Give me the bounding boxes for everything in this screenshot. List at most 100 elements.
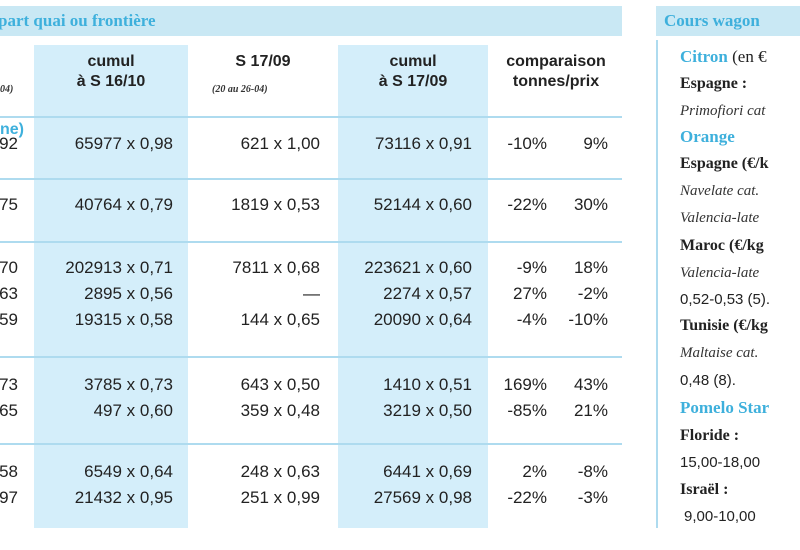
sidebar-tunisie-price: 0,48 (8). [680, 372, 736, 389]
column-2-sub: (20 au 26-04) [212, 84, 268, 95]
table-cell-c1: 2895 x 0,56 [84, 284, 173, 303]
sidebar-orange: Orange [680, 127, 735, 146]
table-cell-t: -22% [507, 488, 547, 507]
table-cell-c1: 202913 x 0,71 [65, 258, 173, 277]
table-cell-p: 21% [573, 401, 608, 420]
sidebar-tunisie: Tunisie (€/kg [680, 317, 768, 334]
column-1-header: cumul à S 16/10 [34, 52, 188, 92]
sidebar-header-title: Cours wagon [664, 11, 760, 30]
table-cell-c1: 40764 x 0,79 [74, 195, 173, 214]
table-cell-c1: 19315 x 0,58 [74, 310, 173, 329]
column-0-sub: 04) [0, 84, 14, 95]
row-divider [0, 443, 622, 445]
sidebar-header-bar: Cours wagon [656, 6, 800, 36]
table-cell-c3: 52144 x 0,60 [373, 195, 472, 214]
table-cell-c1: 65977 x 0,98 [74, 134, 173, 153]
table-cell-c2: 621 x 1,00 [240, 134, 320, 153]
sidebar-maltaise: Maltaise cat. [680, 345, 759, 361]
table-cell-c2: 643 x 0,50 [240, 375, 320, 394]
table-cell-t: -9% [516, 258, 547, 277]
column-4-line1: comparaison [506, 53, 606, 70]
row-divider [0, 178, 622, 180]
sidebar-floride: Floride : [680, 427, 740, 444]
table-cell-c0: 65 [0, 401, 18, 420]
sidebar-divider [656, 40, 658, 528]
table-cell-c3: 6441 x 0,69 [383, 462, 472, 481]
sidebar-citron: Citron (en € [680, 46, 767, 68]
table-cell-c2: 251 x 0,99 [240, 488, 320, 507]
sidebar-israel-price: 9,00-10,00 [684, 508, 756, 525]
table-cell-p: 43% [573, 375, 608, 394]
table-cell-p: 9% [583, 134, 608, 153]
table-cell-c0: 92 [0, 134, 18, 153]
column-4-header: comparaison tonnes/prix [492, 52, 620, 92]
sidebar-espagne-2: Espagne (€/k [680, 155, 769, 172]
sidebar-espagne-1: Espagne : [680, 75, 748, 92]
row-divider [0, 356, 622, 358]
cumul-column-band-1 [34, 45, 188, 528]
table-cell-c3: 1410 x 0,51 [383, 375, 472, 394]
table-cell-c2: 7811 x 0,68 [232, 258, 320, 277]
table-header-bar: part quai ou frontière [0, 6, 622, 36]
sidebar-navelate: Navelate cat. [680, 183, 760, 199]
row-divider [0, 241, 622, 243]
table-cell-c2: 359 x 0,48 [240, 401, 320, 420]
table-cell-t: 169% [503, 375, 547, 394]
table-cell-t: -4% [516, 310, 547, 329]
column-1-line2: à S 16/10 [76, 73, 146, 90]
table-cell-p: -10% [568, 310, 608, 329]
table-cell-t: 2% [522, 462, 547, 481]
table-cell-c0: 59 [0, 310, 18, 329]
table-cell-c1: 21432 x 0,95 [74, 488, 173, 507]
table-cell-p: -8% [577, 462, 608, 481]
column-3-line2: à S 17/09 [378, 73, 448, 90]
sidebar-valencia-1: Valencia-late [680, 210, 760, 226]
sidebar-floride-price: 15,00-18,00 [680, 454, 761, 471]
sidebar-pomelo: Pomelo Star [680, 398, 770, 417]
table-cell-c0: 70 [0, 258, 18, 277]
sidebar-valencia-2: Valencia-late [680, 265, 760, 281]
table-cell-c0: 58 [0, 462, 18, 481]
citron-label: Citron [680, 47, 728, 66]
column-3-header: cumul à S 17/09 [338, 52, 488, 92]
table-cell-c1: 6549 x 0,64 [84, 462, 173, 481]
table-cell-c0: 75 [0, 195, 18, 214]
table-cell-p: 30% [573, 195, 608, 214]
sidebar-maroc-price: 0,52-0,53 (5). [680, 291, 771, 308]
table-cell-c1: 3785 x 0,73 [84, 375, 173, 394]
row-divider [0, 116, 622, 118]
sidebar-primofiori: Primofiori cat [680, 103, 766, 119]
table-cell-c3: 2274 x 0,57 [383, 284, 472, 303]
table-cell-c3: 73116 x 0,91 [374, 134, 472, 153]
table-cell-c0: 63 [0, 284, 18, 303]
table-cell-t: -22% [507, 195, 547, 214]
table-cell-c3: 20090 x 0,64 [373, 310, 472, 329]
table-cell-c0: 73 [0, 375, 18, 394]
table-cell-p: -2% [577, 284, 608, 303]
table-cell-t: -10% [507, 134, 547, 153]
column-4-line2: tonnes/prix [512, 73, 600, 90]
table-header-title: part quai ou frontière [0, 11, 156, 30]
section-label: ne) [0, 121, 24, 138]
sidebar-israel: Israël : [680, 481, 729, 498]
column-2-line1: S 17/09 [235, 53, 291, 70]
column-1-line1: cumul [87, 53, 135, 70]
table-cell-c3: 27569 x 0,98 [373, 488, 472, 507]
table-cell-c1: 497 x 0,60 [93, 401, 173, 420]
column-3-line1: cumul [389, 53, 437, 70]
table-cell-c0: 97 [0, 488, 18, 507]
table-cell-p: 18% [573, 258, 608, 277]
table-cell-c2: 144 x 0,65 [240, 310, 320, 329]
table-cell-c2: 248 x 0,63 [240, 462, 320, 481]
table-cell-t: 27% [512, 284, 547, 303]
table-cell-c3: 223621 x 0,60 [364, 258, 472, 277]
table-cell-c3: 3219 x 0,50 [383, 401, 472, 420]
table-cell-c2: — [303, 284, 320, 303]
table-cell-p: -3% [577, 488, 608, 507]
citron-unit: (en € [732, 47, 767, 66]
sidebar-maroc: Maroc (€/kg [680, 237, 764, 254]
cumul-column-band-2 [338, 45, 488, 528]
column-2-header: S 17/09 [188, 52, 338, 72]
table-cell-t: -85% [507, 401, 547, 420]
table-cell-c2: 1819 x 0,53 [231, 195, 320, 214]
